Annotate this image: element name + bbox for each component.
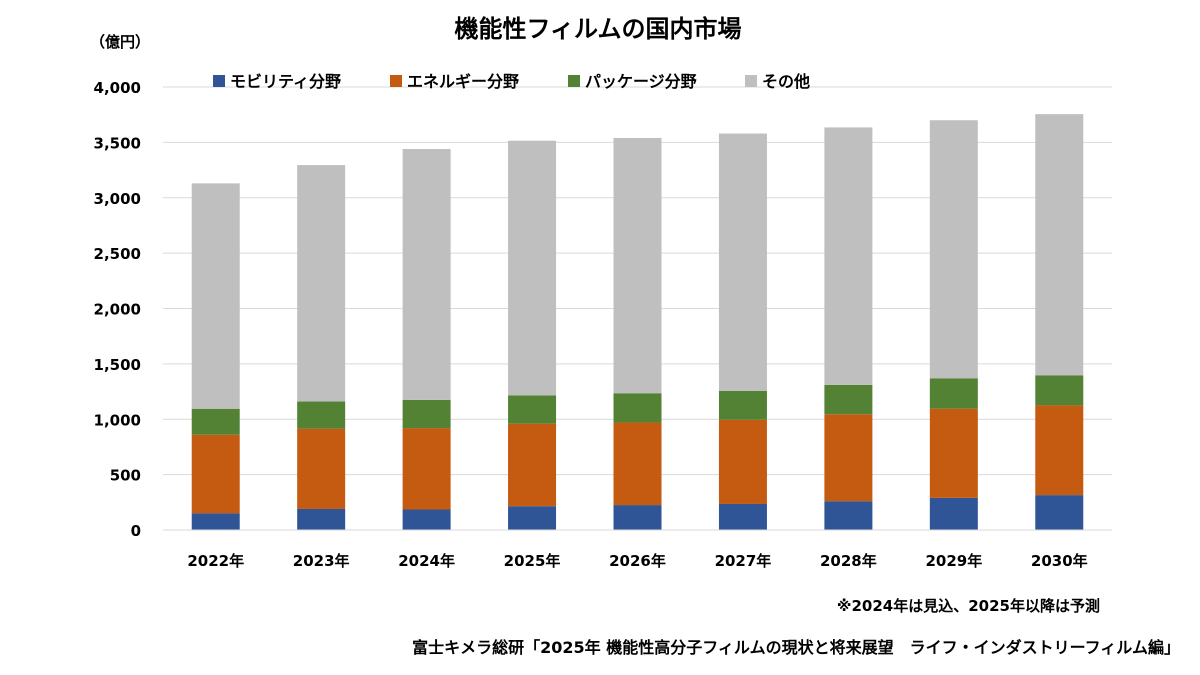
y-tick-label: 4,000 [94, 79, 141, 97]
bar-segment [191, 408, 240, 435]
legend-label: その他 [762, 72, 810, 91]
y-tick-label: 0 [131, 522, 141, 540]
bar-segment [718, 391, 767, 420]
legend: モビリティ分野 エネルギー分野 パッケージ分野 その他 [213, 72, 810, 91]
bar-segment [191, 513, 240, 530]
bar-segment [824, 384, 873, 415]
bar-segment [191, 183, 240, 409]
bar-segment [824, 127, 873, 385]
bar-segment [191, 434, 240, 514]
bar-segment [297, 428, 346, 509]
source-citation: 富士キメラ総研「2025年 機能性高分子フィルムの現状と将来展望 ライフ・インダ… [412, 638, 1180, 657]
x-axis-ticks: 2022年 2023年 2024年 2025年 2026年 2027年 2028年 2029年… [187, 552, 1087, 570]
bar-segment [613, 137, 662, 394]
x-tick-label: 2024年 [398, 552, 455, 570]
legend-label: パッケージ分野 [585, 72, 697, 91]
x-tick-label: 2027年 [715, 552, 772, 570]
bar-segment [613, 393, 662, 423]
legend-label: エネルギー分野 [407, 72, 519, 91]
bars [191, 114, 1084, 530]
y-tick-label: 2,500 [94, 245, 141, 263]
bar-segment [402, 428, 451, 510]
bar-segment [718, 133, 767, 392]
bar-segment [297, 508, 346, 530]
bar-segment [824, 414, 873, 502]
bar-segment [929, 497, 978, 530]
y-tick-label: 3,500 [94, 134, 141, 152]
bar-segment [824, 501, 873, 530]
bar-segment [1035, 375, 1084, 406]
bar-segment [929, 408, 978, 498]
y-axis-unit-label: （億円） [90, 33, 150, 51]
x-tick-label: 2025年 [504, 552, 561, 570]
bar-segment [402, 149, 451, 400]
x-tick-label: 2026年 [609, 552, 666, 570]
bar-segment [508, 423, 557, 507]
legend-swatch [213, 75, 225, 87]
bar-segment [613, 422, 662, 506]
bar-segment [402, 509, 451, 530]
bar-segment [508, 395, 557, 424]
bar-segment [1035, 495, 1084, 530]
x-tick-label: 2028年 [820, 552, 877, 570]
x-tick-label: 2029年 [925, 552, 982, 570]
bar-segment [1035, 114, 1084, 376]
bar-segment [718, 419, 767, 504]
y-tick-label: 3,000 [94, 190, 141, 208]
y-tick-label: 2,000 [94, 301, 141, 319]
legend-swatch [745, 75, 757, 87]
legend-swatch [390, 75, 402, 87]
bar-segment [718, 503, 767, 530]
legend-swatch [568, 75, 580, 87]
x-tick-label: 2023年 [293, 552, 350, 570]
bar-segment [1035, 405, 1084, 496]
y-axis-ticks: 0 500 1,000 1,500 2,000 2,500 3,000 3,500 4,000 [94, 79, 141, 540]
bar-segment [508, 506, 557, 530]
bar-segment [929, 378, 978, 409]
x-tick-label: 2030年 [1031, 552, 1088, 570]
bar-segment [402, 399, 451, 429]
bar-segment [508, 140, 557, 396]
bar-segment [297, 401, 346, 429]
y-tick-label: 1,000 [94, 411, 141, 429]
y-tick-label: 1,500 [94, 356, 141, 374]
forecast-note: ※2024年は見込、2025年以降は予測 [837, 597, 1100, 615]
y-tick-label: 500 [110, 467, 141, 485]
bar-segment [613, 505, 662, 530]
bar-segment [929, 120, 978, 379]
bar-segment [297, 165, 346, 402]
chart-title: 機能性フィルムの国内市場 [454, 15, 741, 43]
legend-label: モビリティ分野 [230, 72, 341, 91]
x-tick-label: 2022年 [187, 552, 244, 570]
